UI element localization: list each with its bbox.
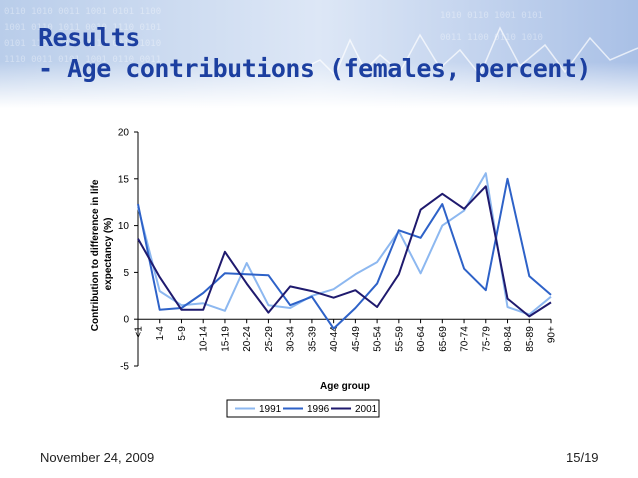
x-tick-label: 10-14 (199, 326, 210, 352)
slide-title: Results - Age contributions (females, pe… (38, 22, 591, 84)
x-tick-label: 90+ (547, 326, 558, 343)
x-tick-label: 1-4 (155, 326, 166, 341)
banner-pattern: 0110 1010 0011 1001 0101 1100 1001 0110 … (4, 7, 543, 65)
x-tick-label: 85-89 (525, 326, 536, 352)
legend: 1991 1996 2001 (226, 399, 380, 418)
x-tick-label: 35-39 (307, 326, 318, 352)
y-axis-label: Contribution to difference in life expec… (90, 177, 114, 331)
x-tick-label: 15-19 (220, 326, 231, 352)
title-line-2: - Age contributions (females, percent) (38, 54, 591, 83)
x-tick-label: 70-74 (460, 326, 471, 352)
legend-label-1996: 1996 (307, 404, 330, 415)
x-tick-label: 65-69 (438, 326, 449, 352)
y-axis-label-line-1: Contribution to difference in life (90, 179, 101, 331)
page-number: 15/19 (566, 450, 599, 465)
x-tick-label: 30-34 (286, 326, 297, 352)
series-line-1991 (137, 172, 552, 316)
series-lines (137, 172, 552, 330)
x-tick-label: 75-79 (481, 326, 492, 352)
svg-text:0110 1010 0011 1001 0101 1100: 0110 1010 0011 1001 0101 1100 (4, 7, 161, 17)
x-axis-label: Age group (320, 381, 370, 392)
x-tick-label: 55-59 (394, 326, 405, 352)
x-tick-label: 40-44 (329, 326, 340, 352)
x-tick-label: 45-49 (351, 326, 362, 352)
svg-text:0101 1100 1001 0110 0011 1010: 0101 1100 1001 0110 0011 1010 (4, 39, 161, 49)
legend-label-1991: 1991 (259, 404, 282, 415)
svg-text:1110 0011 0101 1001 0110 0011: 1110 0011 0101 1001 0110 0011 (4, 55, 161, 65)
y-tick-label: 10 (118, 221, 130, 232)
svg-text:1001 0110 1011 0010 1110 0101: 1001 0110 1011 0010 1110 0101 (4, 23, 161, 33)
y-tick-label: 20 (118, 128, 130, 139)
x-tick-label: 60-64 (416, 326, 427, 352)
header-banner: 0110 1010 0011 1001 0101 1100 1001 0110 … (0, 0, 638, 108)
x-tick-label: 25-29 (264, 326, 275, 352)
svg-text:1010 0110 1001 0101: 1010 0110 1001 0101 (440, 11, 543, 21)
y-tick-label: 15 (118, 174, 130, 185)
series-line-1996 (137, 177, 552, 330)
footer-date: November 24, 2009 (40, 450, 155, 465)
x-tick-label: 50-54 (373, 326, 384, 352)
title-line-1: Results (38, 23, 140, 52)
x-tick-label: 80-84 (503, 326, 514, 352)
y-tick-label: 0 (123, 315, 129, 326)
y-axis-label-line-2: expectancy (%) (103, 218, 114, 291)
x-tick-label: 20-24 (242, 326, 253, 352)
x-tick-label: 5-9 (177, 326, 188, 341)
series-line-2001 (137, 185, 552, 318)
x-tick-label: <1 (134, 326, 145, 338)
y-tick-label: -5 (120, 362, 129, 373)
legend-label-2001: 2001 (355, 404, 378, 415)
x-axis: <1 1-4 5-9 10-14 15-19 20-24 25-29 30-34 35-39 40… (134, 318, 558, 352)
y-tick-label: 5 (123, 268, 129, 279)
y-axis: -5 0 5 10 15 20 (118, 128, 139, 373)
svg-text:0011 1100 0110 1010: 0011 1100 0110 1010 (440, 33, 543, 43)
